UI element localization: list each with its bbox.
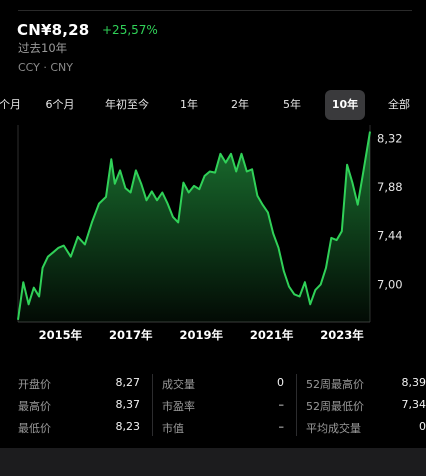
tab-6-months[interactable]: 6个月 <box>45 98 75 111</box>
tab-all[interactable]: 全部 <box>388 98 410 111</box>
stats-divider <box>152 374 153 436</box>
y-tick-label: 8,32 <box>377 131 403 145</box>
chart-series-line <box>17 131 371 320</box>
bottom-bar <box>0 448 426 476</box>
x-tick-label: 2015年 <box>39 328 83 342</box>
stat-52w-low-label: 52周最低价 <box>306 400 364 413</box>
top-divider <box>18 10 412 11</box>
x-tick-label: 2019年 <box>179 328 223 342</box>
stat-pe-value: – <box>278 398 285 411</box>
x-tick-label: 2021年 <box>250 328 294 342</box>
tab-1-year[interactable]: 1年 <box>180 98 198 111</box>
tab-2-years[interactable]: 2年 <box>231 98 249 111</box>
chart-area-fill <box>18 131 370 322</box>
stat-open-value: 8,27 <box>115 376 141 389</box>
stats-grid: 开盘价 8,27 最高价 8,37 最低价 8,23 成交量 0 市盈率 – 市… <box>0 372 426 442</box>
y-tick-label: 7,44 <box>377 229 403 243</box>
range-tabs: 个月 6个月 年初至今 1年 2年 5年 10年 全部 <box>0 90 426 120</box>
stat-volume-label: 成交量 <box>162 378 195 391</box>
x-tick-label: 2017年 <box>109 328 153 342</box>
stat-open-label: 开盘价 <box>18 378 51 391</box>
stat-market-cap-label: 市值 <box>162 422 184 435</box>
x-tick-label: 2023年 <box>320 328 364 342</box>
period-label: 过去10年 <box>18 41 68 55</box>
stats-divider <box>296 374 297 436</box>
y-tick-label: 7,00 <box>377 277 403 291</box>
currency-symbol: CCY · CNY <box>18 61 74 74</box>
stat-low-label: 最低价 <box>18 422 51 435</box>
stat-pe-label: 市盈率 <box>162 400 195 413</box>
tab-10-years[interactable]: 10年 <box>325 90 365 120</box>
price-chart-svg: 2015年 2017年 2019年 2021年 2023年 8,32 7,88 7,44 7,… <box>17 125 403 342</box>
tab-5-years[interactable]: 5年 <box>283 98 301 111</box>
current-price: CN¥8,28 <box>17 21 90 39</box>
stat-52w-high-value: 8,39 <box>401 376 426 389</box>
price-change-percent: +25,57% <box>102 23 158 37</box>
stat-52w-low-value: 7,34 <box>401 398 426 411</box>
stat-52w-high-label: 52周最高价 <box>306 378 364 391</box>
price-chart[interactable]: 2015年 2017年 2019年 2021年 2023年 8,32 7,88 7,44 7,… <box>0 125 426 345</box>
tab-ytd[interactable]: 年初至今 <box>105 98 149 111</box>
stat-market-cap-value: – <box>278 420 285 433</box>
tab-months-partial[interactable]: 个月 <box>0 98 21 111</box>
stat-low-value: 8,23 <box>115 420 141 433</box>
stat-avg-volume-label: 平均成交量 <box>306 422 361 435</box>
y-tick-label: 7,88 <box>377 180 403 194</box>
stat-avg-volume-value: 0 <box>419 420 426 433</box>
stat-high-value: 8,37 <box>115 398 141 411</box>
stat-volume-value: 0 <box>277 376 284 389</box>
stat-high-label: 最高价 <box>18 400 51 413</box>
